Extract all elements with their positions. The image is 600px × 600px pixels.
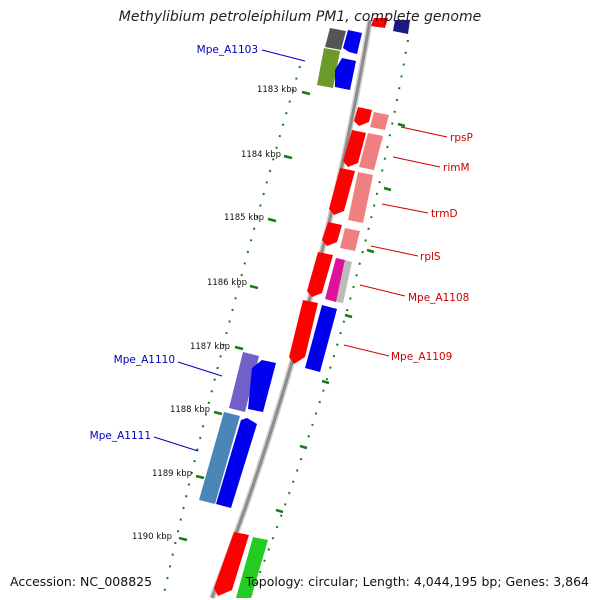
tick-label-1188: 1188 kbp	[170, 405, 210, 415]
gene-label-rpls[interactable]: rplS	[420, 251, 441, 263]
backbone-ring	[210, 19, 372, 599]
gene-feature-lightgray[interactable]	[336, 260, 352, 303]
tick-label-1187: 1187 kbp	[190, 342, 230, 352]
gene-feature-pink-rpls[interactable]	[340, 228, 360, 251]
leader-rpsp	[400, 126, 448, 138]
tick-1183	[301, 90, 311, 96]
reverse-label-leaders	[153, 49, 306, 452]
gene-feature-purple-mpe-a1110[interactable]	[229, 352, 259, 412]
gene-label-mpe-a1103[interactable]: Mpe_A1103	[197, 44, 258, 56]
tick-label-1186: 1186 kbp	[207, 278, 247, 288]
accession-text: Accession: NC_008825	[10, 574, 153, 589]
tick-outer-2	[383, 186, 392, 192]
tick-1184	[283, 154, 293, 160]
tick-outer-1	[397, 122, 406, 128]
leader-mpe-a1109	[343, 344, 390, 357]
leader-mpe-a1111	[153, 436, 199, 452]
tick-outer-4	[344, 313, 353, 319]
tick-label-1184: 1184 kbp	[241, 150, 281, 160]
map-title: Methylibium petroleiphilum PM1, complete…	[118, 9, 482, 25]
tick-label-1183: 1183 kbp	[257, 85, 297, 95]
gene-label-mpe-a1111[interactable]: Mpe_A1111	[90, 430, 151, 442]
leader-rpls	[370, 245, 419, 257]
gene-feature-red[interactable]	[329, 168, 355, 215]
tick-outer-5	[321, 379, 330, 385]
forward-strand-track	[305, 18, 410, 372]
gene-feature-navy[interactable]	[393, 20, 410, 34]
tick-outer-6	[299, 444, 308, 450]
gene-label-mpe-a1109[interactable]: Mpe_A1109	[391, 351, 452, 363]
leader-mpe-a1108	[359, 284, 406, 297]
tick-outer-7	[275, 508, 284, 514]
gene-labels: rpsP rimM trmD rplS Mpe_A1108 Mpe_A1109 …	[90, 44, 473, 442]
gene-feature-pink-trmd[interactable]	[348, 172, 373, 223]
gene-feature-steelblue-mpe-a1111[interactable]	[199, 412, 240, 504]
inner-dotted-ring	[162, 65, 301, 599]
gene-label-mpe-a1108[interactable]: Mpe_A1108	[408, 292, 469, 304]
forward-label-leaders	[343, 126, 448, 357]
tick-label-1189: 1189 kbp	[152, 469, 192, 479]
tick-1189	[195, 474, 205, 480]
tick-1190	[178, 536, 188, 542]
gene-feature-red[interactable]	[289, 300, 318, 364]
gene-feature-blue[interactable]	[216, 418, 257, 508]
leader-mpe-a1110	[177, 361, 223, 377]
gene-feature-olive-mpe-a1103[interactable]	[317, 48, 340, 88]
gene-feature-red[interactable]	[307, 252, 333, 297]
gene-feature-gray[interactable]	[325, 28, 346, 50]
gene-feature-red[interactable]	[343, 130, 366, 167]
gene-feature-red[interactable]	[354, 107, 372, 126]
gene-label-rpsp[interactable]: rpsP	[450, 132, 473, 144]
gene-feature-red[interactable]	[214, 532, 249, 596]
tick-labels: 1183 kbp 1184 kbp 1185 kbp 1186 kbp 1187…	[132, 85, 297, 542]
tick-label-1185: 1185 kbp	[224, 213, 264, 223]
leader-mpe-a1103	[261, 49, 306, 62]
gene-label-rimm[interactable]: rimM	[443, 162, 470, 174]
gene-feature-red[interactable]	[322, 222, 342, 246]
reverse-strand-track	[199, 28, 372, 598]
gene-feature-blue[interactable]	[248, 360, 276, 412]
tick-marks	[178, 90, 406, 542]
gene-feature-blue[interactable]	[343, 30, 362, 54]
tick-label-1190: 1190 kbp	[132, 532, 172, 542]
leader-trmd	[381, 203, 429, 214]
topology-text: Topology: circular; Length: 4,044,195 bp…	[245, 574, 589, 589]
tick-1186	[249, 284, 259, 290]
gene-feature-blue[interactable]	[335, 58, 356, 90]
gene-feature-magenta-mpe-a1108[interactable]	[325, 258, 345, 302]
tick-1185	[267, 217, 277, 223]
tick-1188	[213, 410, 223, 416]
gene-feature-green[interactable]	[236, 537, 268, 598]
gene-label-trmd[interactable]: trmD	[431, 208, 458, 220]
gene-label-mpe-a1110[interactable]: Mpe_A1110	[114, 354, 175, 366]
backbone-ring-shadow	[209, 19, 373, 600]
gene-feature-red[interactable]	[371, 18, 388, 28]
tick-outer-3	[366, 248, 375, 254]
gene-feature-pink-rimm[interactable]	[359, 133, 383, 170]
gene-feature-pink-rpsp[interactable]	[370, 112, 389, 130]
tick-1187	[234, 345, 244, 351]
gene-feature-blue-mpe-a1109[interactable]	[305, 305, 337, 372]
leader-rimm	[392, 156, 441, 168]
